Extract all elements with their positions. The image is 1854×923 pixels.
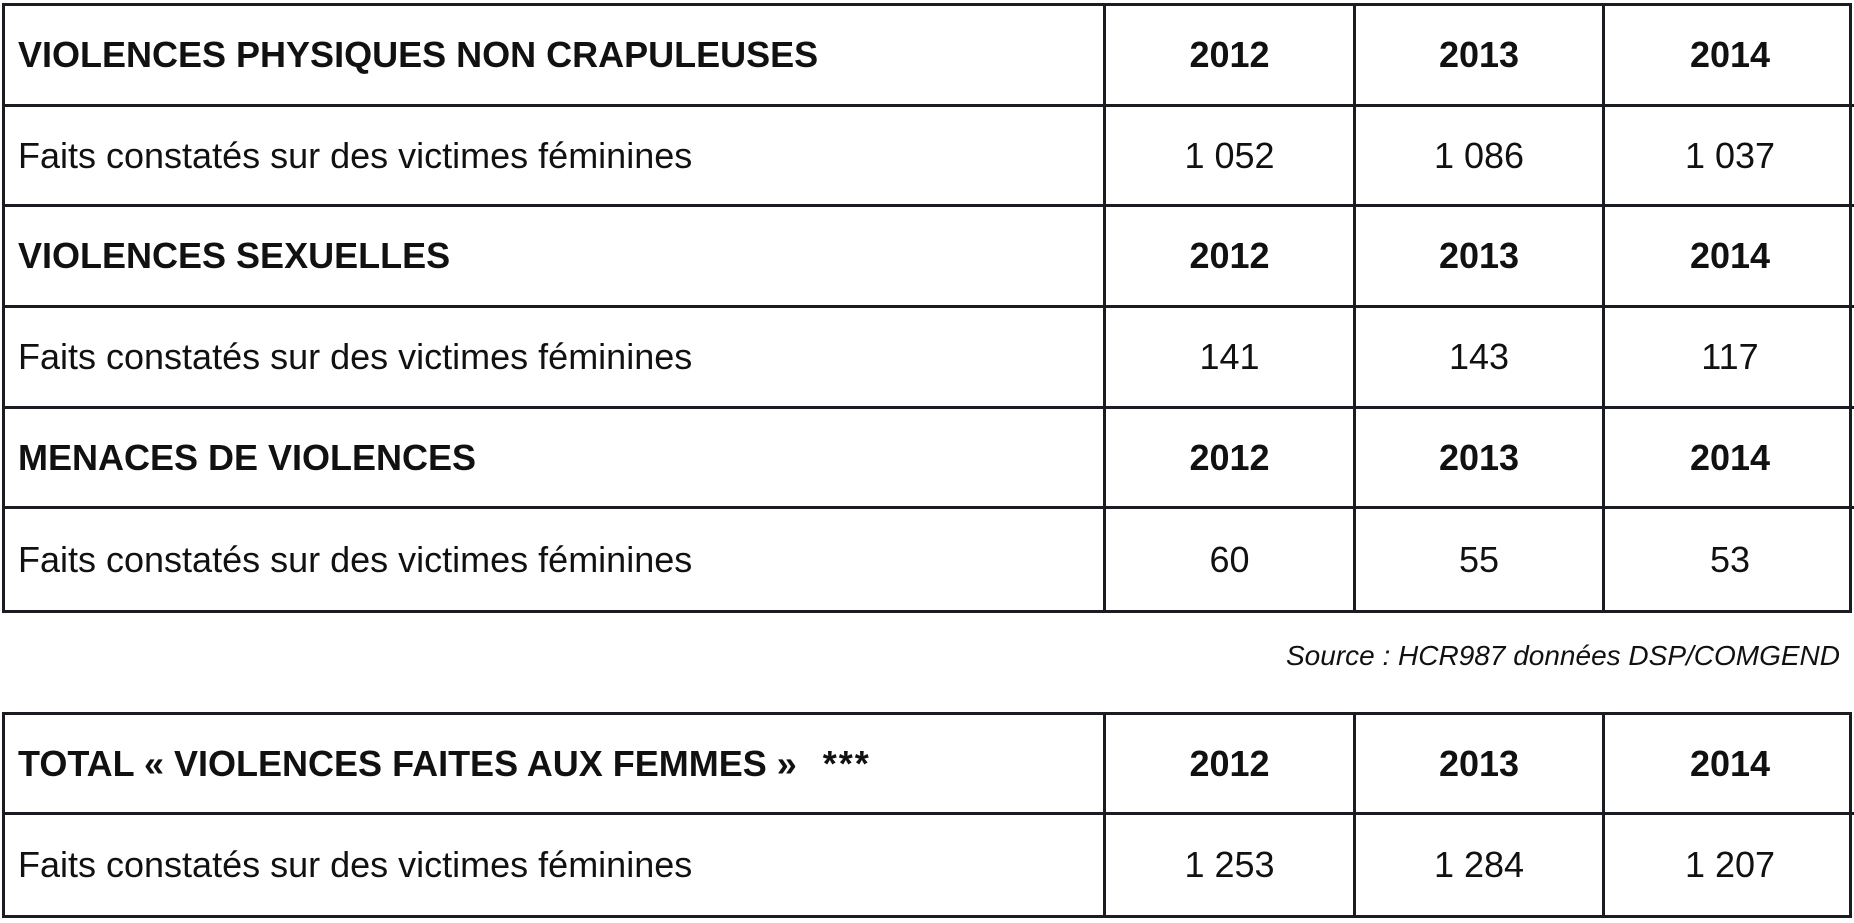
year-header-cell: 2014 [1605, 409, 1854, 510]
value-cell: 1 253 [1106, 815, 1356, 915]
value-cell: 1 037 [1605, 107, 1854, 208]
violence-stats-table: VIOLENCES PHYSIQUES NON CRAPULEUSES 2012… [2, 3, 1854, 613]
year-header-cell: 2013 [1356, 715, 1605, 815]
value-cell: 143 [1356, 307, 1605, 409]
section-header-cell: MENACES DE VIOLENCES [5, 408, 1106, 510]
row-label-cell: Faits constatés sur des victimes féminin… [5, 106, 1106, 208]
total-header-cell: TOTAL « VIOLENCES FAITES AUX FEMMES » **… [5, 715, 1106, 815]
year-header-cell: 2012 [1106, 408, 1356, 510]
footnote-stars: *** [822, 742, 871, 784]
value-cell: 1 207 [1684, 844, 1776, 886]
value-cell: 1 086 [1356, 106, 1605, 208]
total-header-label: TOTAL « VIOLENCES FAITES AUX FEMMES » [18, 742, 797, 784]
value-cell: 117 [1605, 308, 1854, 409]
year-header-cell: 2013 [1356, 207, 1605, 308]
value-cell: 1 284 [1356, 815, 1605, 915]
value-cell: 60 [1106, 509, 1356, 610]
section-header-cell: VIOLENCES SEXUELLES [5, 207, 1106, 308]
total-table: TOTAL « VIOLENCES FAITES AUX FEMMES » **… [2, 712, 1854, 918]
row-label-cell: Faits constatés sur des victimes féminin… [5, 815, 1106, 915]
value-cell: 141 [1106, 307, 1356, 409]
year-header-cell: 2013 [1356, 6, 1605, 107]
year-header-cell: 2012 [1106, 207, 1356, 308]
value-cell: 1 052 [1106, 106, 1356, 208]
row-label-cell: Faits constatés sur des victimes féminin… [5, 509, 1106, 610]
year-header-cell: 2014 [1605, 207, 1854, 308]
section-header-cell: VIOLENCES PHYSIQUES NON CRAPULEUSES [5, 6, 1106, 107]
value-cell: 55 [1356, 509, 1605, 610]
year-header-cell: 2012 [1106, 715, 1356, 815]
year-header-cell: 2012 [1106, 6, 1356, 107]
value-cell: 53 [1709, 538, 1751, 580]
row-label-cell: Faits constatés sur des victimes féminin… [5, 307, 1106, 409]
year-header-cell: 2014 [1605, 6, 1854, 107]
source-note: Source : HCR987 données DSP/COMGEND [1286, 640, 1840, 671]
year-header-cell: 2014 [1605, 715, 1854, 815]
year-header-cell: 2013 [1356, 408, 1605, 510]
